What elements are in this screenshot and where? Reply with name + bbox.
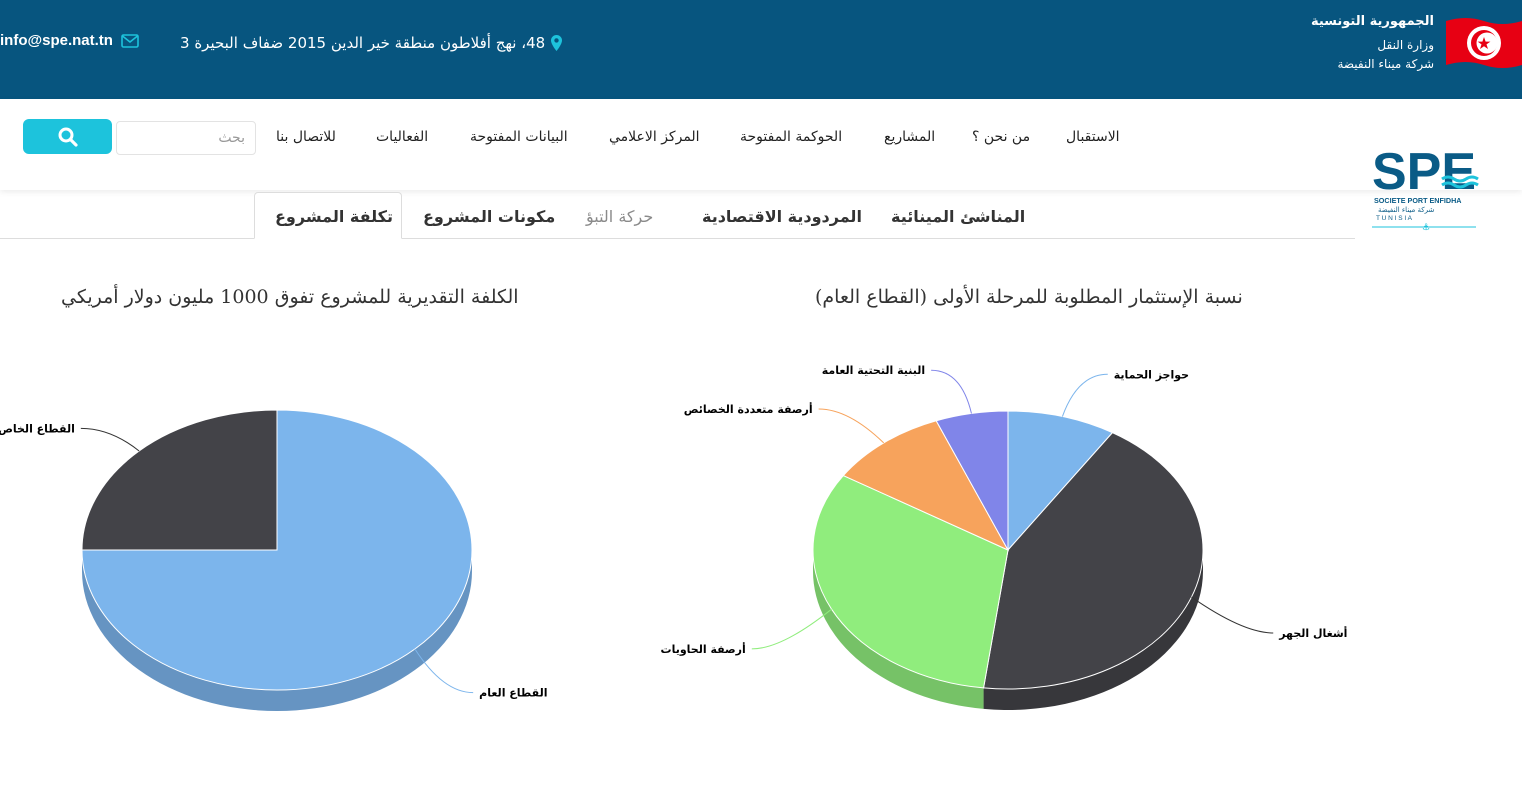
pie-slice-1-3[interactable]	[842, 420, 1010, 552]
pie-slice-1-1[interactable]	[982, 432, 1204, 690]
spe-logo[interactable]: SPE SOCIETE PORT ENFIDHA شركة ميناء النف…	[1370, 143, 1482, 233]
map-pin-icon	[551, 35, 563, 51]
pie-label-1-0: حواجز الحماية	[1114, 368, 1189, 381]
search-icon	[58, 127, 78, 147]
address-text: 48، نهج أفلاطون منطقة خير الدين 2015 ضفا…	[180, 34, 546, 52]
nav-item-contact[interactable]: للاتصال بنا	[276, 129, 336, 145]
nav-item-about[interactable]: من نحن ؟	[972, 129, 1031, 145]
tab-active-frame	[254, 192, 402, 239]
pie-connector-0-0	[414, 648, 474, 694]
pie-connector-0-1	[80, 427, 140, 452]
pie-connector-1-2	[751, 608, 832, 650]
logo-line2: شركة ميناء النفيضة	[1378, 206, 1434, 214]
tunisia-flag-icon	[1446, 18, 1522, 68]
svg-text:⚓: ⚓	[1422, 223, 1430, 233]
tab-project-components[interactable]: مكونات المشروع	[423, 207, 556, 226]
nav-item-open-governance[interactable]: الحوكمة المفتوحة	[740, 129, 843, 145]
investment-pie-chart: حواجز الحماية أشغال الجهر أرصفة الحاويات أر…	[661, 364, 1347, 710]
tab-port-facilities[interactable]: المناشئ المينائية	[891, 207, 1026, 226]
pie-label-1-4: البنية التحتية العامة	[822, 364, 925, 377]
tabs-divider	[0, 238, 1355, 239]
pie-label-0-0: القطاع العام	[479, 687, 547, 700]
tab-project-cost[interactable]: تكلفة المشروع	[275, 207, 393, 226]
republic-label: الجمهورية التونسية	[1310, 14, 1434, 29]
address: 48، نهج أفلاطون منطقة خير الدين 2015 ضفا…	[180, 34, 563, 52]
search-input[interactable]	[116, 121, 256, 155]
pie-slice-1-0[interactable]	[1007, 410, 1114, 552]
pie-label-1-3: أرصفة متعددة الخصائص	[684, 402, 813, 416]
pie-connector-1-0	[1061, 373, 1108, 417]
envelope-icon	[121, 33, 139, 48]
company-label: شركة ميناء النفيضة	[1337, 57, 1434, 71]
logo-line1: SOCIETE PORT ENFIDHA	[1374, 196, 1461, 205]
search-button[interactable]	[23, 119, 112, 154]
pie-label-1-2: أرصفة الحاويات	[661, 642, 746, 656]
nav-item-open-data[interactable]: البيانات المفتوحة	[470, 129, 568, 145]
tab-economic-return[interactable]: المردودية الاقتصادية	[702, 207, 862, 226]
nav-item-media-center[interactable]: المركز الاعلامي	[609, 129, 700, 145]
chart-title-investment: نسبة الإستثمار المطلوبة للمرحلة الأولى (…	[815, 286, 1243, 308]
tab-forecast-traffic[interactable]: حركة التبؤ	[586, 207, 654, 226]
pie-connector-1-1	[1191, 596, 1274, 634]
logo-line3: T U N I S I A	[1376, 215, 1413, 222]
cost-pie-chart: القطاع العام القطاع الخاص	[0, 409, 547, 711]
logo-text: SPE	[1372, 143, 1476, 201]
ministry-label: وزارة النقل	[1377, 38, 1434, 52]
pie-label-0-1: القطاع الخاص	[0, 422, 75, 435]
main-navbar: الاستقبال من نحن ؟ المشاريع الحوكمة المف…	[0, 99, 1522, 190]
nav-item-events[interactable]: الفعاليات	[376, 129, 429, 145]
pie-connector-1-4	[931, 369, 972, 414]
top-bar: الجمهورية التونسية وزارة النقل شركة مينا…	[0, 0, 1522, 99]
pie-side-1-1	[983, 550, 1203, 710]
pie-side-1-2	[813, 550, 984, 709]
email-text[interactable]: info@spe.nat.tn	[0, 32, 113, 49]
nav-item-projects[interactable]: المشاريع	[884, 129, 936, 145]
email-contact[interactable]: info@spe.nat.tn	[0, 32, 139, 49]
pie-slice-0-1[interactable]	[81, 409, 278, 551]
nav-item-home[interactable]: الاستقبال	[1066, 129, 1120, 145]
pie-slice-0-0[interactable]	[81, 409, 473, 691]
pie-label-1-1: أشغال الجهر	[1278, 626, 1347, 640]
chart-title-cost: الكلفة التقديرية للمشروع تفوق 1000 مليون…	[61, 286, 519, 308]
pie-slice-1-4[interactable]	[935, 410, 1009, 552]
pie-connector-1-3	[818, 408, 885, 444]
